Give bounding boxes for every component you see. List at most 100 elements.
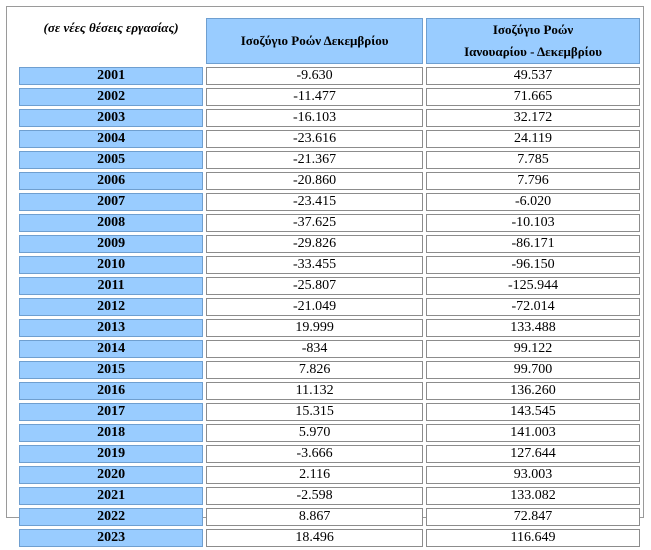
year-cell: 2013 — [19, 319, 204, 337]
table-row: 2003 -16.103 32.172 — [19, 109, 640, 127]
column-header-jan-dec: Ισοζύγιο Ροών Ιανουαρίου - Δεκεμβρίου — [426, 18, 640, 64]
jan-dec-balance-cell: 71.665 — [426, 88, 640, 106]
year-cell: 2003 — [19, 109, 204, 127]
december-balance-cell: 8.867 — [206, 508, 424, 526]
table-row: 2014 -834 99.122 — [19, 340, 640, 358]
year-cell: 2008 — [19, 214, 204, 232]
jan-dec-balance-cell: 133.082 — [426, 487, 640, 505]
jan-dec-balance-cell: 143.545 — [426, 403, 640, 421]
table-row: 2021 -2.598 133.082 — [19, 487, 640, 505]
table-row: 2013 19.999 133.488 — [19, 319, 640, 337]
table-row: 2008 -37.625 -10.103 — [19, 214, 640, 232]
table-row: 2007 -23.415 -6.020 — [19, 193, 640, 211]
december-balance-cell: -37.625 — [206, 214, 424, 232]
table-row: 2006 -20.860 7.796 — [19, 172, 640, 190]
year-cell: 2020 — [19, 466, 204, 484]
jan-dec-balance-cell: 99.700 — [426, 361, 640, 379]
table-row: 2010 -33.455 -96.150 — [19, 256, 640, 274]
year-cell: 2016 — [19, 382, 204, 400]
jan-dec-balance-cell: 32.172 — [426, 109, 640, 127]
table-row: 2022 8.867 72.847 — [19, 508, 640, 526]
jan-dec-balance-cell: -6.020 — [426, 193, 640, 211]
december-balance-cell: -23.616 — [206, 130, 424, 148]
jan-dec-balance-cell: -10.103 — [426, 214, 640, 232]
table-row: 2023 18.496 116.649 — [19, 529, 640, 547]
jan-dec-balance-cell: 133.488 — [426, 319, 640, 337]
year-cell: 2005 — [19, 151, 204, 169]
year-cell: 2010 — [19, 256, 204, 274]
december-balance-cell: -25.807 — [206, 277, 424, 295]
table-row: 2001 -9.630 49.537 — [19, 67, 640, 85]
jan-dec-balance-cell: 7.796 — [426, 172, 640, 190]
december-balance-cell: -2.598 — [206, 487, 424, 505]
jan-dec-balance-cell: 7.785 — [426, 151, 640, 169]
year-cell: 2004 — [19, 130, 204, 148]
december-balance-cell: -3.666 — [206, 445, 424, 463]
jan-dec-balance-cell: 99.122 — [426, 340, 640, 358]
jan-dec-balance-cell: 127.644 — [426, 445, 640, 463]
table-row: 2015 7.826 99.700 — [19, 361, 640, 379]
flows-balance-table: (σε νέες θέσεις εργασίας) Ισοζύγιο Ροών … — [16, 15, 643, 550]
table-row: 2005 -21.367 7.785 — [19, 151, 640, 169]
year-cell: 2009 — [19, 235, 204, 253]
table-row: 2011 -25.807 -125.944 — [19, 277, 640, 295]
table-header-row: (σε νέες θέσεις εργασίας) Ισοζύγιο Ροών … — [19, 18, 640, 64]
jan-dec-balance-cell: 141.003 — [426, 424, 640, 442]
jan-dec-balance-cell: -96.150 — [426, 256, 640, 274]
table-row: 2009 -29.826 -86.171 — [19, 235, 640, 253]
year-cell: 2002 — [19, 88, 204, 106]
december-balance-cell: -21.367 — [206, 151, 424, 169]
year-cell: 2023 — [19, 529, 204, 547]
jan-dec-balance-cell: 116.649 — [426, 529, 640, 547]
december-balance-cell: -9.630 — [206, 67, 424, 85]
december-balance-cell: -16.103 — [206, 109, 424, 127]
table-row: 2020 2.116 93.003 — [19, 466, 640, 484]
jan-dec-balance-cell: 72.847 — [426, 508, 640, 526]
december-balance-cell: 11.132 — [206, 382, 424, 400]
year-cell: 2017 — [19, 403, 204, 421]
jan-dec-balance-cell: 49.537 — [426, 67, 640, 85]
table-row: 2016 11.132 136.260 — [19, 382, 640, 400]
december-balance-cell: -33.455 — [206, 256, 424, 274]
year-cell: 2014 — [19, 340, 204, 358]
december-balance-cell: 7.826 — [206, 361, 424, 379]
table-row: 2017 15.315 143.545 — [19, 403, 640, 421]
column-header-jan-dec-line1: Ισοζύγιο Ροών — [492, 22, 574, 37]
year-cell: 2019 — [19, 445, 204, 463]
jan-dec-balance-cell: 93.003 — [426, 466, 640, 484]
december-balance-cell: -21.049 — [206, 298, 424, 316]
table-frame: (σε νέες θέσεις εργασίας) Ισοζύγιο Ροών … — [6, 6, 644, 547]
unit-label: (σε νέες θέσεις εργασίας) — [19, 18, 204, 64]
year-cell: 2018 — [19, 424, 204, 442]
december-balance-cell: 2.116 — [206, 466, 424, 484]
jan-dec-balance-cell: -72.014 — [426, 298, 640, 316]
jan-dec-balance-cell: -125.944 — [426, 277, 640, 295]
year-cell: 2006 — [19, 172, 204, 190]
december-balance-cell: 15.315 — [206, 403, 424, 421]
year-cell: 2015 — [19, 361, 204, 379]
year-cell: 2012 — [19, 298, 204, 316]
year-cell: 2001 — [19, 67, 204, 85]
jan-dec-balance-cell: 136.260 — [426, 382, 640, 400]
december-balance-cell: -834 — [206, 340, 424, 358]
december-balance-cell: 18.496 — [206, 529, 424, 547]
table-body: 2001 -9.630 49.537 2002 -11.477 71.665 2003 -16… — [19, 67, 640, 547]
jan-dec-balance-cell: -86.171 — [426, 235, 640, 253]
year-cell: 2007 — [19, 193, 204, 211]
table-row: 2019 -3.666 127.644 — [19, 445, 640, 463]
year-cell: 2022 — [19, 508, 204, 526]
year-cell: 2011 — [19, 277, 204, 295]
december-balance-cell: -11.477 — [206, 88, 424, 106]
table-row: 2018 5.970 141.003 — [19, 424, 640, 442]
jan-dec-balance-cell: 24.119 — [426, 130, 640, 148]
december-balance-cell: -29.826 — [206, 235, 424, 253]
december-balance-cell: 19.999 — [206, 319, 424, 337]
december-balance-cell: 5.970 — [206, 424, 424, 442]
table-row: 2002 -11.477 71.665 — [19, 88, 640, 106]
table-row: 2004 -23.616 24.119 — [19, 130, 640, 148]
column-header-jan-dec-line2: Ιανουαρίου - Δεκεμβρίου — [464, 44, 602, 59]
december-balance-cell: -20.860 — [206, 172, 424, 190]
table-row: 2012 -21.049 -72.014 — [19, 298, 640, 316]
december-balance-cell: -23.415 — [206, 193, 424, 211]
column-header-december: Ισοζύγιο Ροών Δεκεμβρίου — [206, 18, 424, 64]
